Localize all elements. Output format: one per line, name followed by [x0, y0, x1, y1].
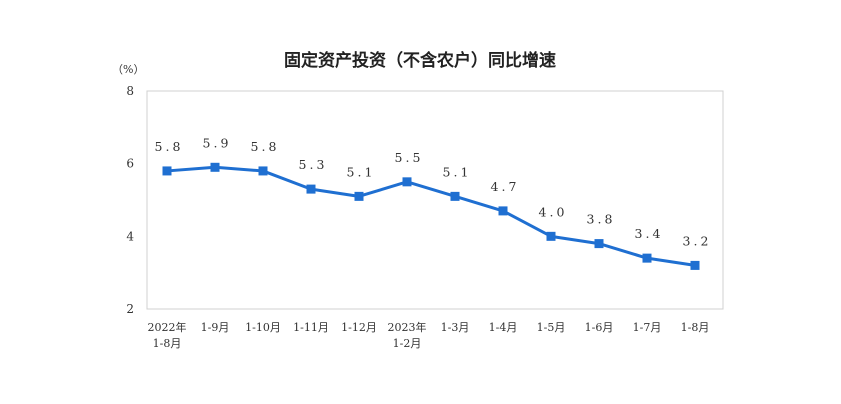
- series-line: [166, 165, 696, 267]
- data-point-marker: [210, 162, 220, 172]
- data-point-marker: [546, 231, 556, 241]
- data-point-marker: [642, 253, 652, 263]
- data-point-marker: [402, 177, 412, 187]
- y-tick-label: 6: [126, 157, 134, 171]
- x-tick-label: 1-8月: [681, 321, 710, 334]
- x-tick-label: 1-7月: [633, 321, 662, 334]
- data-label: 3.2: [683, 233, 712, 248]
- y-tick-label: 2: [126, 302, 134, 316]
- y-tick-label: 8: [126, 84, 134, 98]
- x-tick-label: 1-8月: [153, 337, 182, 350]
- x-axis: 2022年 1-8月 1-9月 1-10月 1-11月 1-12月 2023年 1-2月 1-3…: [148, 320, 710, 350]
- x-tick-label: 1-11月: [293, 321, 329, 334]
- x-tick-label: 2022年: [148, 320, 187, 334]
- data-label: 4.7: [491, 179, 520, 194]
- data-label: 5.9: [203, 135, 232, 150]
- x-tick-label: 1-3月: [441, 321, 470, 334]
- data-point-marker: [690, 260, 700, 270]
- data-label: 5.1: [347, 164, 376, 179]
- series-markers: [162, 162, 700, 270]
- plot-area: [146, 90, 724, 310]
- data-point-marker: [594, 239, 604, 249]
- data-point-marker: [498, 206, 508, 216]
- data-labels: 5.8 5.9 5.8 5.3 5.1 5.5 5.1 4.7 4.0 3.8 3.4 3.2: [155, 135, 712, 248]
- data-point-marker: [306, 184, 316, 194]
- data-point-marker: [354, 191, 364, 201]
- x-tick-label: 1-12月: [341, 321, 377, 334]
- data-point-marker: [162, 166, 172, 176]
- data-label: 3.4: [635, 226, 664, 241]
- x-tick-label: 1-9月: [201, 321, 230, 334]
- x-tick-label: 1-5月: [537, 321, 566, 334]
- data-label: 5.8: [155, 139, 184, 154]
- data-point-marker: [450, 191, 460, 201]
- y-axis-unit: （%）: [112, 63, 144, 76]
- data-label: 4.0: [539, 204, 568, 219]
- x-tick-label: 1-2月: [393, 337, 422, 350]
- x-tick-label: 1-6月: [585, 321, 614, 334]
- data-label: 5.3: [299, 157, 328, 172]
- x-tick-label: 1-10月: [245, 321, 281, 334]
- data-label: 5.1: [443, 164, 472, 179]
- y-tick-label: 4: [126, 229, 134, 243]
- data-label: 3.8: [587, 212, 616, 227]
- data-label: 5.8: [251, 139, 280, 154]
- chart-title: 固定资产投资（不含农户）同比增速: [284, 50, 556, 71]
- x-tick-label: 1-4月: [489, 321, 518, 334]
- data-point-marker: [258, 166, 268, 176]
- data-label: 5.5: [395, 150, 424, 165]
- y-axis: 8 6 4 2: [126, 84, 134, 316]
- x-tick-label: 2023年: [388, 320, 427, 334]
